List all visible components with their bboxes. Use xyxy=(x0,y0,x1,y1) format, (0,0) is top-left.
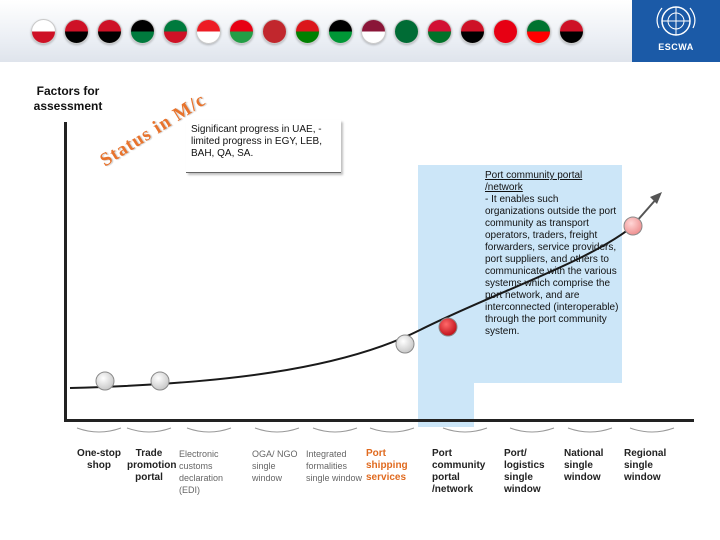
x-axis xyxy=(64,419,694,422)
category-label: Electronic customs declaration (EDI) xyxy=(179,449,224,495)
stage-marker-current xyxy=(438,317,458,337)
category-tick xyxy=(126,427,172,433)
logo-text: ESCWA xyxy=(658,42,694,52)
flag-lebanon xyxy=(196,19,221,44)
escwa-logo: ESCWA xyxy=(632,0,720,62)
category-tick xyxy=(629,427,675,433)
category-label: National single window xyxy=(564,448,604,483)
flag-yemen xyxy=(559,19,584,44)
flag-saudi-arabia xyxy=(394,19,419,44)
category-label: OGA/ NGO single window xyxy=(252,449,298,483)
category-label: Regional single window xyxy=(624,448,667,483)
flag-sudan xyxy=(427,19,452,44)
flag-kuwait xyxy=(163,19,188,44)
flag-syria xyxy=(460,19,485,44)
progress-arrowhead xyxy=(650,192,662,204)
flag-libya xyxy=(229,19,254,44)
stage-marker-intermediate xyxy=(395,334,415,354)
stage-marker-achieved xyxy=(95,371,115,391)
category-tick xyxy=(186,427,232,433)
flag-palestine xyxy=(328,19,353,44)
flag-iraq xyxy=(97,19,122,44)
flag-bahrain xyxy=(31,19,56,44)
flag-qatar xyxy=(361,19,386,44)
flag-uae xyxy=(526,19,551,44)
un-emblem-icon xyxy=(656,6,696,36)
highlight-box xyxy=(474,165,622,383)
stage-marker-future xyxy=(623,216,643,236)
category-tick xyxy=(312,427,358,433)
progress-curve xyxy=(69,219,641,389)
category-label: Port shipping services xyxy=(366,448,408,483)
category-tick xyxy=(509,427,555,433)
category-label: Port/ logistics single window xyxy=(504,448,545,495)
flag-morocco xyxy=(262,19,287,44)
y-axis xyxy=(64,122,67,422)
header-bar: ESCWA xyxy=(0,0,720,62)
factors-label: Factors for assessment xyxy=(33,84,103,113)
flag-jordan xyxy=(130,19,155,44)
portal-title: Port community portal /network xyxy=(485,170,583,193)
progress-callout: Significant progress in UAE, - limited p… xyxy=(186,120,341,173)
flag-tunisia xyxy=(493,19,518,44)
category-label: Integrated formalities single window xyxy=(306,449,363,483)
category-tick xyxy=(567,427,613,433)
highlight-column xyxy=(418,165,474,427)
stage-marker-achieved xyxy=(150,371,170,391)
category-tick xyxy=(76,427,122,433)
category-label: One-stop shop xyxy=(77,448,121,471)
category-tick xyxy=(254,427,300,433)
category-label: Trade promotion portal xyxy=(127,448,177,483)
category-label: Port community portal /network xyxy=(432,448,486,495)
flag-oman xyxy=(295,19,320,44)
category-tick xyxy=(442,427,488,433)
category-tick xyxy=(369,427,415,433)
flag-egypt xyxy=(64,19,89,44)
